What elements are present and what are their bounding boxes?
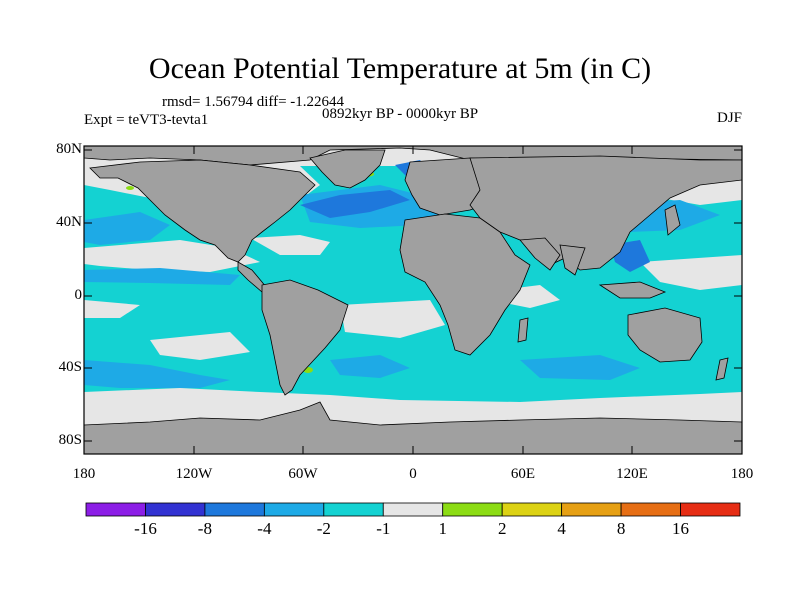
x-label-120e: 120E <box>616 466 648 482</box>
colorbar-swatch <box>442 502 503 517</box>
y-label-0: 0 <box>74 287 83 303</box>
colorbar-swatch <box>263 502 325 517</box>
colorbar-swatch <box>561 502 622 517</box>
colorbar-swatch <box>323 502 384 517</box>
colorbar-label: 8 <box>616 519 626 538</box>
colorbar-label: 16 <box>672 519 689 538</box>
colorbar-label: -1 <box>376 519 391 538</box>
greenland <box>309 149 386 189</box>
y-label-80s: 80S <box>58 432 82 448</box>
map-title: Ocean Potential Temperature at 5m (in C) <box>148 52 652 85</box>
colorbar-swatch <box>620 502 681 517</box>
colorbar-swatch <box>501 502 563 517</box>
colorbar-label: -16 <box>134 519 157 538</box>
experiment-text: Expt = teVT3-tevta1 <box>84 112 209 128</box>
y-label-40n: 40N <box>56 214 82 230</box>
y-label-40s: 40S <box>58 359 82 375</box>
period-text: 0892kyr BP - 0000kyr BP <box>322 106 479 122</box>
x-label-180w: 180 <box>72 466 96 482</box>
x-ticks <box>83 146 743 454</box>
y-label-80n: 80N <box>56 141 82 157</box>
colorbar-label: 2 <box>497 519 507 538</box>
colorbar-label: -8 <box>197 519 212 538</box>
colorbar-label: -2 <box>316 519 331 538</box>
season-text: DJF <box>716 110 742 126</box>
colorbar-swatch <box>204 502 265 517</box>
south-america <box>261 279 349 396</box>
colorbar-swatch <box>145 502 206 517</box>
x-label-180e: 180 <box>730 466 754 482</box>
x-label-60e: 60E <box>510 466 536 482</box>
north-america <box>89 159 316 263</box>
antarctica <box>84 401 742 454</box>
land-masses <box>84 146 742 454</box>
colorbar <box>85 502 741 517</box>
colorbar-label: -4 <box>257 519 272 538</box>
australia <box>627 307 703 363</box>
x-label-120w: 120W <box>175 466 213 482</box>
colorbar-swatch <box>85 502 146 517</box>
colorbar-label: 1 <box>438 519 447 538</box>
colorbar-label: 4 <box>557 519 566 538</box>
colorbar-swatch <box>680 502 741 517</box>
x-label-60w: 60W <box>288 466 318 482</box>
colorbar-swatch <box>382 502 444 517</box>
stats-text: rmsd= 1.56794 diff= -1.22644 <box>162 94 345 110</box>
x-label-0: 0 <box>409 466 417 482</box>
y-ticks <box>84 149 742 442</box>
